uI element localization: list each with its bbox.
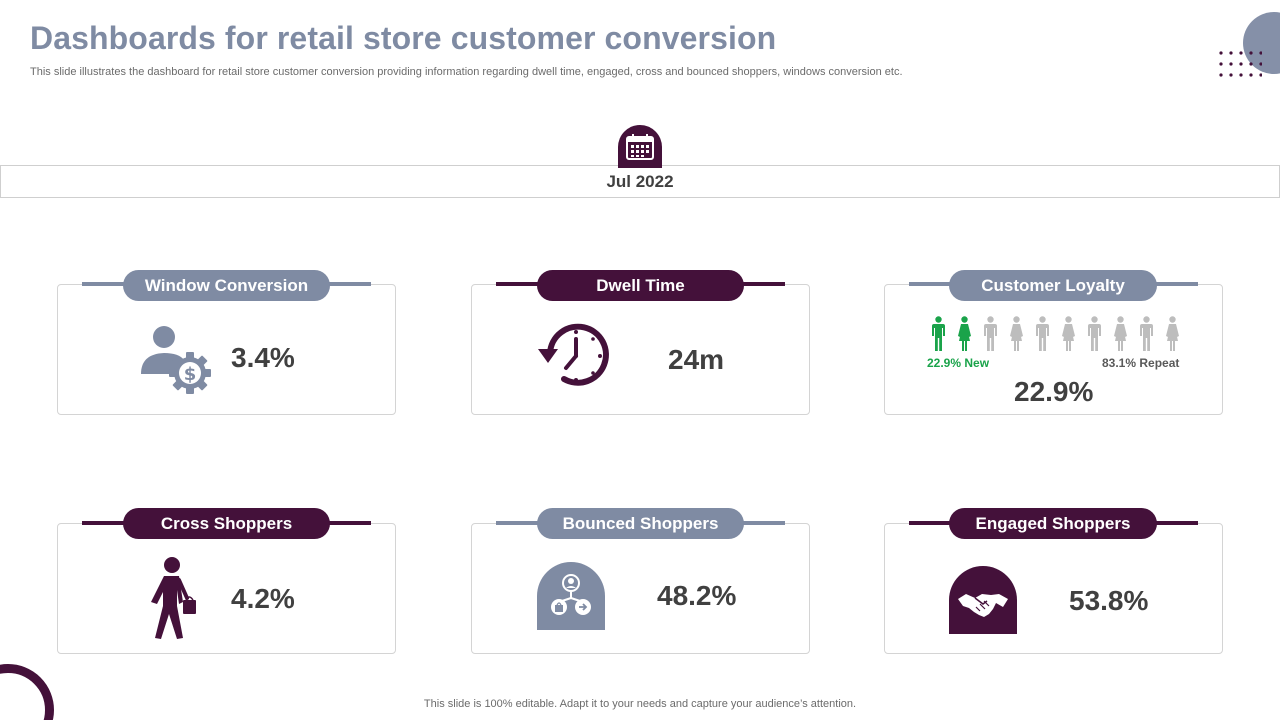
bounced-shoppers-value: 48.2% [657, 580, 737, 611]
engaged-shoppers-card [884, 523, 1223, 654]
customer-loyalty-label: Customer Loyalty [949, 270, 1157, 301]
engaged-shoppers-label: Engaged Shoppers [949, 508, 1157, 539]
cross-shoppers-value: 4.2% [231, 583, 295, 614]
engaged-shoppers-value: 53.8% [1069, 585, 1149, 616]
dwell-time-label: Dwell Time [537, 270, 744, 301]
female-person-icon [958, 316, 971, 351]
male-person-icon [984, 316, 997, 351]
page-subtitle: This slide illustrates the dashboard for… [30, 66, 903, 78]
handshake-icon [949, 566, 1017, 634]
female-person-icon [1010, 316, 1023, 351]
male-person-icon [1088, 316, 1101, 351]
bounced-shoppers-label: Bounced Shoppers [537, 508, 744, 539]
footer-note: This slide is 100% editable. Adapt it to… [423, 698, 857, 710]
cross-shoppers-card [57, 523, 396, 654]
loyalty-new-label: 22.9% New [927, 356, 990, 370]
page-title: Dashboards for retail store customer con… [30, 20, 777, 56]
date-label: Jul 2022 [606, 172, 674, 191]
female-person-icon [1114, 316, 1127, 351]
customer-loyalty-value: 22.9% [1014, 376, 1094, 407]
window-conversion-card [57, 284, 396, 415]
svg-text:$: $ [184, 364, 197, 385]
shopper-network-icon [537, 562, 605, 630]
cross-shoppers-label: Cross Shoppers [123, 508, 330, 539]
male-person-icon [1140, 316, 1153, 351]
decorative-ring [0, 664, 54, 720]
loyalty-people-row [929, 316, 1182, 352]
clock-history-icon [538, 323, 609, 386]
loyalty-repeat-label: 83.1% Repeat [1102, 356, 1180, 370]
dwell-time-value: 24m [668, 344, 725, 375]
user-dollar-gear-icon: $ [141, 326, 211, 394]
male-person-icon [1036, 316, 1049, 351]
dwell-time-card [471, 284, 810, 415]
female-person-icon [1166, 316, 1179, 351]
male-person-icon [932, 316, 945, 351]
female-person-icon [1062, 316, 1075, 351]
window-conversion-label: Window Conversion [123, 270, 330, 301]
walking-shopper-icon [151, 557, 196, 639]
window-conversion-value: 3.4% [231, 342, 295, 373]
decorative-dots [1219, 51, 1262, 77]
calendar-icon [618, 125, 662, 168]
bounced-shoppers-card [471, 523, 810, 654]
